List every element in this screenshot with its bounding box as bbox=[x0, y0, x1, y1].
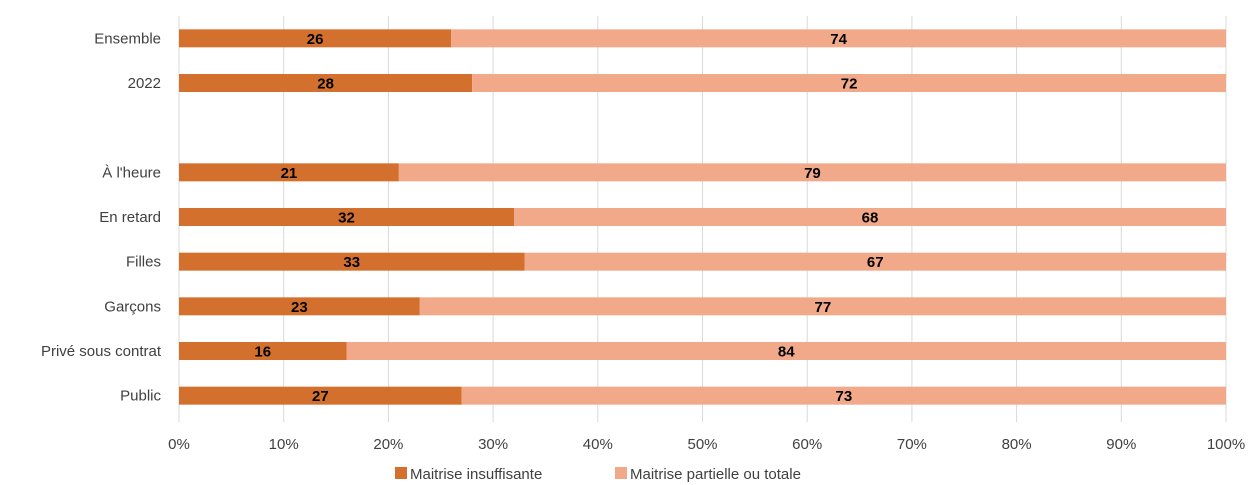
x-tick-label-0: 0% bbox=[168, 436, 190, 453]
bar-maitrise-insuffisante-garcons bbox=[179, 297, 420, 316]
category-label-filles: Filles bbox=[126, 254, 161, 271]
x-tick-label-10: 100% bbox=[1207, 436, 1245, 453]
bar-maitrise-partielle-ou-totale-filles bbox=[524, 252, 1226, 271]
bar-maitrise-partielle-ou-totale-en-retard bbox=[514, 208, 1226, 226]
value-label-maitrise-partielle-ou-totale-ensemble: 74 bbox=[830, 31, 847, 48]
x-tick-label-4: 40% bbox=[583, 436, 613, 453]
value-label-maitrise-insuffisante-public: 27 bbox=[312, 388, 329, 405]
category-label-garcons: Garçons bbox=[104, 298, 161, 315]
x-tick-label-5: 50% bbox=[687, 436, 717, 453]
bar-maitrise-partielle-ou-totale-public bbox=[461, 386, 1226, 405]
bar-maitrise-partielle-ou-totale-ensemble bbox=[451, 29, 1227, 48]
x-tick-label-8: 80% bbox=[1002, 436, 1032, 453]
value-label-maitrise-insuffisante-2022: 28 bbox=[317, 76, 334, 93]
value-label-maitrise-partielle-ou-totale-public: 73 bbox=[836, 388, 853, 405]
bar-maitrise-insuffisante-en-retard bbox=[179, 208, 515, 226]
value-label-maitrise-partielle-ou-totale-en-retard: 68 bbox=[862, 210, 879, 227]
value-label-maitrise-partielle-ou-totale-filles: 67 bbox=[867, 254, 884, 271]
bar-maitrise-insuffisante-public bbox=[179, 386, 462, 405]
category-label-public: Public bbox=[120, 388, 161, 405]
value-label-maitrise-partielle-ou-totale-2022: 72 bbox=[841, 76, 858, 93]
x-tick-label-1: 10% bbox=[269, 436, 299, 453]
category-label-2022: 2022 bbox=[128, 75, 161, 92]
legend-label-maitrise-partielle-ou-totale: Maitrise partielle ou totale bbox=[630, 466, 801, 483]
x-tick-label-2: 20% bbox=[373, 436, 403, 453]
bar-maitrise-insuffisante-2022 bbox=[179, 74, 473, 92]
bar-maitrise-partielle-ou-totale-garcons bbox=[419, 297, 1226, 316]
bar-maitrise-insuffisante-a-l-heure bbox=[179, 163, 399, 182]
value-label-maitrise-insuffisante-prive-sous-contrat: 16 bbox=[254, 344, 271, 361]
x-tick-label-7: 70% bbox=[897, 436, 927, 453]
legend-swatch-maitrise-insuffisante bbox=[395, 467, 407, 479]
bar-maitrise-partielle-ou-totale-2022 bbox=[472, 74, 1226, 92]
bar-maitrise-insuffisante-filles bbox=[179, 252, 525, 271]
bars: 26 74 28 72 21 79 32 68 33 67 23 77 16 84 27 73 bbox=[179, 29, 1227, 405]
value-label-maitrise-partielle-ou-totale-garcons: 77 bbox=[815, 299, 832, 316]
x-tick-label-9: 90% bbox=[1106, 436, 1136, 453]
bar-maitrise-insuffisante-prive-sous-contrat bbox=[179, 342, 347, 360]
legend-swatch-maitrise-partielle-ou-totale bbox=[615, 467, 627, 479]
value-label-maitrise-insuffisante-filles: 33 bbox=[343, 254, 360, 271]
category-label-a-l-heure: À l'heure bbox=[102, 164, 161, 181]
value-label-maitrise-insuffisante-a-l-heure: 21 bbox=[281, 165, 298, 182]
value-label-maitrise-insuffisante-en-retard: 32 bbox=[338, 210, 355, 227]
x-tick-label-6: 60% bbox=[792, 436, 822, 453]
x-tick-labels: 0% 10% 20% 30% 40% 50% 60% 70% 80% 90% 100% bbox=[168, 436, 1245, 453]
x-tick-label-3: 30% bbox=[478, 436, 508, 453]
bar-maitrise-partielle-ou-totale-a-l-heure bbox=[398, 163, 1226, 182]
category-label-prive-sous-contrat: Privé sous contrat bbox=[41, 343, 162, 360]
value-label-maitrise-partielle-ou-totale-prive-sous-contrat: 84 bbox=[778, 344, 795, 361]
category-label-en-retard: En retard bbox=[99, 209, 161, 226]
category-label-ensemble: Ensemble bbox=[94, 30, 161, 47]
bar-maitrise-insuffisante-ensemble bbox=[179, 29, 452, 48]
category-labels: Ensemble 2022 À l'heure En retard Filles Garç… bbox=[41, 30, 162, 404]
value-label-maitrise-insuffisante-ensemble: 26 bbox=[307, 31, 324, 48]
legend-label-maitrise-insuffisante: Maitrise insuffisante bbox=[410, 466, 542, 483]
bar-maitrise-partielle-ou-totale-prive-sous-contrat bbox=[346, 342, 1226, 360]
value-label-maitrise-partielle-ou-totale-a-l-heure: 79 bbox=[804, 165, 821, 182]
value-label-maitrise-insuffisante-garcons: 23 bbox=[291, 299, 308, 316]
legend: Maitrise insuffisante Maitrise partielle… bbox=[395, 466, 801, 483]
